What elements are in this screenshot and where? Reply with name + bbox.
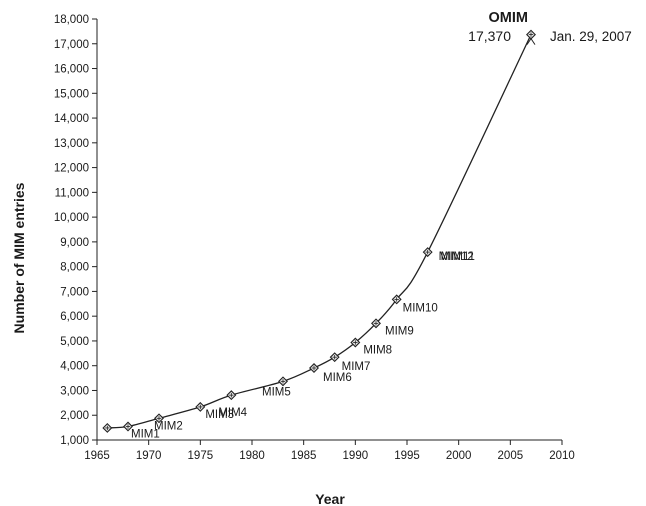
y-tick-label: 5,000	[60, 336, 89, 348]
x-tick-label: 2010	[549, 450, 575, 462]
y-tick-label: 14,000	[54, 113, 89, 125]
y-tick-label: 11,000	[55, 187, 89, 199]
x-tick-label: 1970	[136, 450, 162, 462]
x-axis-title: Year	[315, 491, 345, 506]
data-point-label: MIM12	[439, 251, 474, 263]
y-tick-label: 17,000	[54, 39, 89, 51]
x-tick-label: 1985	[291, 450, 317, 462]
omim-date-label: Jan. 29, 2007	[550, 29, 632, 44]
omim-label: OMIM	[489, 10, 528, 26]
y-tick-label: 13,000	[54, 138, 89, 150]
y-tick-label: 16,000	[54, 64, 89, 76]
data-point-label: MIM8	[363, 345, 392, 357]
x-tick-label: 1990	[343, 450, 369, 462]
data-point-label: MIM2	[154, 420, 183, 432]
data-point-label: MIM6	[323, 372, 352, 384]
y-tick-label: 15,000	[54, 88, 89, 100]
y-axis-title: Number of MIM entries	[11, 182, 27, 333]
data-point-label: MIM1	[131, 429, 160, 441]
y-tick-label: 2,000	[60, 410, 89, 422]
y-tick-label: 9,000	[60, 237, 89, 249]
y-tick-label: 7,000	[60, 286, 89, 298]
data-point-label: MIM10	[403, 302, 438, 314]
x-tick-label: 1980	[239, 450, 265, 462]
data-point-label: MIM4	[218, 407, 247, 419]
y-tick-label: 4,000	[60, 361, 89, 373]
data-point-label: MIM7	[342, 361, 371, 373]
data-point-label: MIM11	[441, 251, 475, 263]
y-tick-label: 8,000	[60, 262, 89, 274]
x-tick-label: 2000	[446, 450, 472, 462]
data-point-label: MIM9	[385, 325, 414, 337]
y-tick-label: 1,000	[60, 435, 89, 447]
y-tick-label: 6,000	[60, 311, 89, 323]
x-tick-label: 1975	[188, 450, 214, 462]
data-point-label: MIM3	[205, 409, 234, 421]
omim-value-label: 17,370	[468, 28, 511, 44]
y-tick-label: 18,000	[54, 14, 89, 26]
omim-point-pointer	[526, 37, 536, 45]
data-point-label: MIM5	[262, 386, 291, 398]
x-tick-label: 1995	[394, 450, 420, 462]
x-tick-label: 1965	[84, 450, 110, 462]
y-tick-label: 12,000	[54, 163, 89, 175]
series-line	[107, 34, 532, 429]
y-tick-label: 10,000	[54, 212, 89, 224]
x-tick-label: 2005	[498, 450, 524, 462]
y-tick-label: 3,000	[60, 385, 89, 397]
